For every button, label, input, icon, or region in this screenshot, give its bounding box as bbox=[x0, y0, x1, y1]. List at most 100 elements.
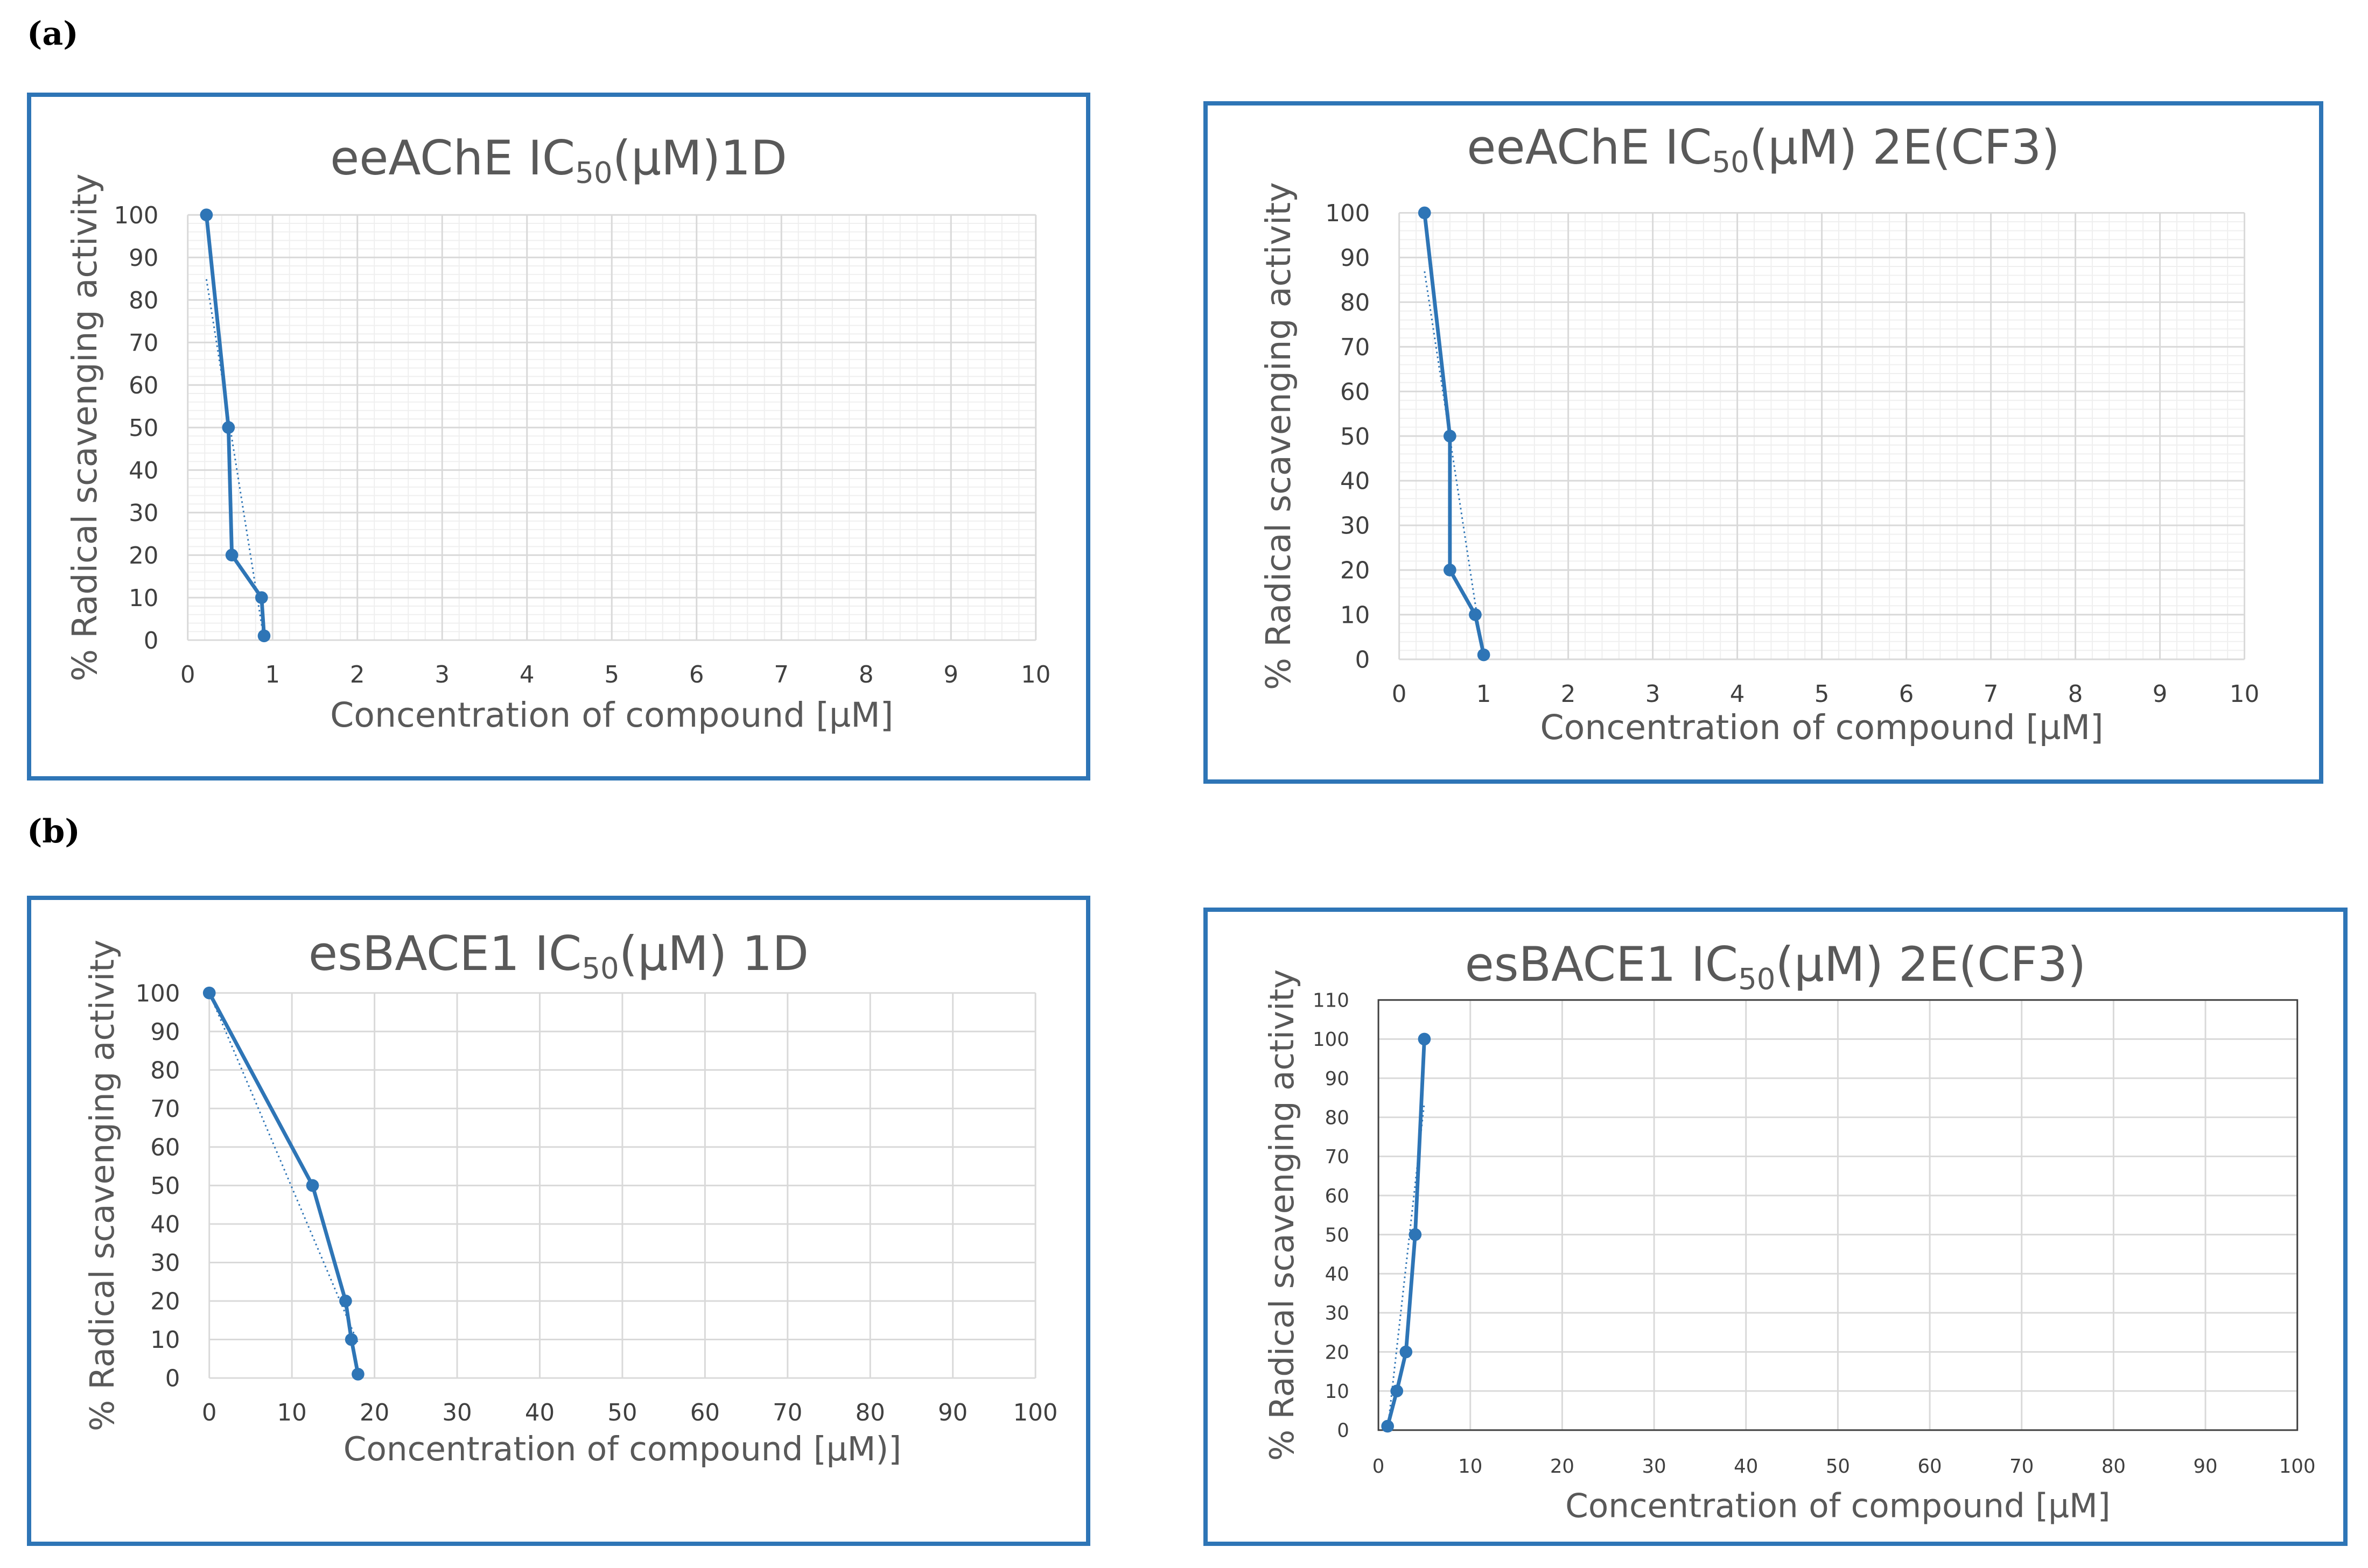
data-point bbox=[255, 591, 268, 604]
data-point bbox=[352, 1368, 365, 1381]
chart-title: esBACE1 IC50(µM) 2E(CF3) bbox=[1465, 937, 2086, 996]
panel-label-b: (b) bbox=[27, 813, 80, 850]
x-tick-label: 100 bbox=[1013, 1400, 1058, 1426]
y-tick-label: 10 bbox=[1325, 1381, 1349, 1403]
x-tick-label: 3 bbox=[435, 662, 450, 688]
y-tick-label: 100 bbox=[114, 202, 158, 229]
x-tick-label: 7 bbox=[1984, 681, 1999, 708]
trendline bbox=[1424, 271, 1485, 660]
y-tick-label: 80 bbox=[1325, 1107, 1349, 1129]
y-tick-label: 70 bbox=[1325, 1146, 1349, 1168]
x-tick-label: 80 bbox=[2101, 1456, 2126, 1478]
x-tick-label: 3 bbox=[1645, 681, 1661, 708]
x-tick-label: 5 bbox=[1814, 681, 1830, 708]
x-tick-label: 100 bbox=[2279, 1456, 2316, 1478]
y-tick-label: 90 bbox=[1340, 245, 1370, 272]
y-tick-label: 30 bbox=[129, 500, 158, 527]
x-tick-label: 8 bbox=[859, 662, 874, 688]
x-axis-label: Concentration of compound [µM)] bbox=[344, 1430, 901, 1468]
chart-esbace1-2ecf3: esBACE1 IC50(µM) 2E(CF3) 0 10 20 30 40 50 60 70… bbox=[1203, 908, 2348, 1546]
y-tick-label: 30 bbox=[150, 1250, 180, 1277]
chart-title: eeAChE IC50(µM)1D bbox=[330, 130, 787, 190]
x-tick-label: 6 bbox=[689, 662, 704, 688]
x-tick-label: 90 bbox=[2193, 1456, 2217, 1478]
y-tick-label: 10 bbox=[1340, 602, 1370, 629]
x-axis-label: Concentration of compound [µM] bbox=[1540, 707, 2104, 747]
x-tick-label: 7 bbox=[774, 662, 789, 688]
x-axis-label: Concentration of compound [µM] bbox=[330, 695, 893, 735]
chart-eeache-1d: eeAChE IC50(µM)1D 0 1 2 3 4 5 6 7 8 9 10 0 10 20 30 40 5… bbox=[27, 93, 1090, 781]
x-tick-label: 50 bbox=[1826, 1456, 1850, 1478]
data-point bbox=[1443, 430, 1456, 442]
y-tick-label: 50 bbox=[1340, 424, 1370, 451]
series-line bbox=[207, 992, 360, 1375]
x-tick-label: 4 bbox=[520, 662, 535, 688]
x-tick-label: 2 bbox=[350, 662, 365, 688]
x-tick-label: 9 bbox=[2153, 681, 2168, 708]
x-tick-label: 20 bbox=[1550, 1456, 1574, 1478]
x-tick-label: 5 bbox=[604, 662, 619, 688]
y-tick-label: 10 bbox=[129, 585, 158, 612]
data-point bbox=[345, 1333, 358, 1346]
y-axis-label: % Radical scavenging activity bbox=[1263, 969, 1301, 1461]
data-point bbox=[1443, 564, 1456, 576]
y-tick-label: 40 bbox=[129, 458, 158, 484]
data-point bbox=[257, 629, 271, 643]
y-tick-label: 70 bbox=[1340, 334, 1370, 361]
x-tick-label: 20 bbox=[360, 1400, 389, 1426]
y-tick-label: 10 bbox=[150, 1327, 180, 1354]
plot-area: 0 10 20 30 40 50 60 70 80 90 100 0 10 20 30 40 50 60 70 80 9… bbox=[83, 940, 1058, 1468]
x-tick-label: 40 bbox=[525, 1400, 555, 1426]
y-tick-label: 60 bbox=[129, 372, 158, 399]
y-tick-label: 20 bbox=[1325, 1341, 1349, 1363]
x-tick-label: 10 bbox=[1458, 1456, 1482, 1478]
y-tick-label: 80 bbox=[129, 287, 158, 314]
x-tick-label: 0 bbox=[1392, 681, 1407, 708]
data-point bbox=[1399, 1345, 1413, 1359]
y-tick-label: 80 bbox=[150, 1057, 180, 1084]
y-tick-label: 30 bbox=[1325, 1303, 1349, 1325]
y-tick-label: 50 bbox=[1325, 1224, 1349, 1246]
x-tick-label: 1 bbox=[265, 662, 280, 688]
y-tick-label: 90 bbox=[129, 245, 158, 272]
data-point bbox=[225, 549, 239, 562]
x-tick-label: 60 bbox=[1917, 1456, 1942, 1478]
x-tick-label: 0 bbox=[180, 662, 195, 688]
y-tick-label: 90 bbox=[150, 1019, 180, 1046]
y-tick-label: 40 bbox=[150, 1212, 180, 1239]
y-axis-label: % Radical scavenging activity bbox=[1258, 182, 1298, 690]
x-tick-label: 70 bbox=[773, 1400, 802, 1426]
plot-area: 0 1 2 3 4 5 6 7 8 9 100102030405060708090100Concen… bbox=[1258, 182, 2259, 747]
y-tick-label: 90 bbox=[1325, 1068, 1349, 1090]
y-tick-label: 80 bbox=[1340, 290, 1370, 317]
y-axis-label: % Radical scavenging activity bbox=[65, 173, 104, 681]
data-point bbox=[1381, 1419, 1394, 1433]
plot-area: 0 10 20 30 40 50 60 70 80 90 100 0 10 20 30 40 50 60 70 80 9… bbox=[1263, 969, 2316, 1525]
trendline bbox=[208, 993, 359, 1344]
y-tick-label: 0 bbox=[1355, 646, 1370, 673]
y-tick-label: 100 bbox=[136, 980, 180, 1007]
x-tick-label: 9 bbox=[943, 662, 958, 688]
data-point bbox=[1418, 206, 1431, 220]
y-tick-label: 50 bbox=[129, 415, 158, 442]
plot-area: 0 1 2 3 4 5 6 7 8 9 100102030405060708090100Concen… bbox=[65, 173, 1051, 735]
data-point bbox=[1477, 648, 1490, 662]
data-point bbox=[339, 1295, 352, 1307]
chart-title: esBACE1 IC50(µM) 1D bbox=[308, 926, 809, 986]
y-tick-label: 20 bbox=[1340, 558, 1370, 585]
trendline bbox=[205, 279, 265, 641]
data-point bbox=[202, 986, 216, 1000]
chart-esbace1-1d: esBACE1 IC50(µM) 1D 0 10 20 30 40 50 60 70 80 90 1… bbox=[27, 896, 1090, 1546]
chart-eeache-2ecf3: eeAChE IC50(µM) 2E(CF3) 0 1 2 3 4 5 6 7 8 9 10 0 10 2… bbox=[1203, 101, 2323, 784]
x-tick-label: 90 bbox=[938, 1400, 968, 1426]
y-tick-label: 100 bbox=[1313, 1029, 1349, 1051]
y-tick-label: 60 bbox=[150, 1134, 180, 1161]
y-tick-label: 70 bbox=[150, 1096, 180, 1123]
y-tick-label: 60 bbox=[1340, 379, 1370, 406]
plot-frame bbox=[1377, 999, 2299, 1431]
y-tick-label: 0 bbox=[144, 628, 159, 655]
data-point bbox=[1390, 1384, 1404, 1398]
data-point bbox=[200, 208, 213, 222]
x-tick-label: 70 bbox=[2009, 1456, 2034, 1478]
x-tick-label: 8 bbox=[2068, 681, 2083, 708]
